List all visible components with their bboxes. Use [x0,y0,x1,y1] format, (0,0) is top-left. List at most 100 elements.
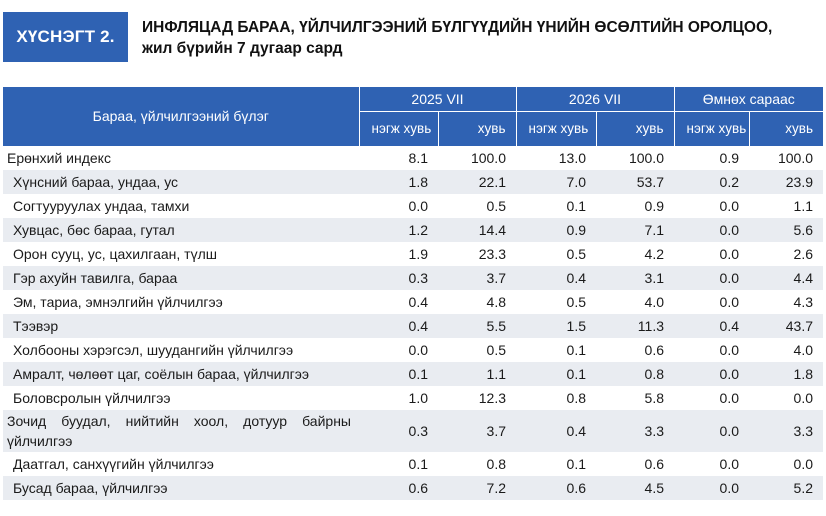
subheader-pct-2026: хувь [596,111,675,147]
row-value: 3.7 [438,410,516,452]
row-label: Эм, тариа, эмнэлгийн үйлчилгээ [13,294,223,310]
table-row: Хувцас, бөс бараа, гутал 1.2 14.4 0.9 7.1 0.0… [3,218,824,242]
row-value: 2.6 [793,246,814,262]
row-value: 0.9 [516,218,596,242]
row-value: 0.0 [674,266,749,290]
row-value: 0.8 [596,362,674,386]
table-body: Ерөнхий индекс 8.1 100.0 13.0 100.0 0.9 100.0 Х… [3,146,824,500]
row-value: 0.6 [516,476,596,500]
row-value: 0.0 [674,410,749,452]
row-value: 0.1 [566,342,586,358]
inflation-contribution-table: Бараа, үйлчилгээний бүлэг 2025 VII 2026 … [3,87,824,500]
row-value: 4.0 [644,294,664,310]
row-value: 0.0 [408,198,428,214]
row-value: 0.4 [359,314,438,338]
row-value: 13.0 [558,150,586,167]
row-value: 0.2 [674,170,749,194]
row-value: 1.1 [438,362,516,386]
row-label: Гэр ахуйн тавилга, бараа [3,266,359,290]
row-value: 8.1 [408,150,428,167]
row-value: 100.0 [470,150,506,167]
row-value: 0.1 [359,362,438,386]
row-value: 4.3 [793,294,814,310]
row-value: 0.5 [566,246,586,262]
row-label: Орон сууц, ус, цахилгаан, түлш [13,246,217,262]
row-value: 4.2 [644,246,664,262]
subheader-pp-2026: нэгж хувь [516,111,597,147]
row-value: 0.9 [719,150,739,167]
row-value: 4.4 [749,266,824,290]
column-group-2026: 2026 VII [516,87,675,112]
row-value: 0.0 [793,456,814,472]
table-row: Эм, тариа, эмнэлгийн үйлчилгээ 0.4 4.8 0.5 4… [3,290,823,314]
row-label: Амралт, чөлөөт цаг, соёлын бараа, үйлчил… [3,362,359,386]
row-value: 3.1 [596,266,674,290]
row-value: 4.8 [486,294,506,310]
row-value: 0.8 [566,390,586,406]
row-value: 0.5 [566,294,586,310]
row-value: 0.4 [674,314,749,338]
row-value: 0.3 [359,410,438,452]
row-label: Даатгал, санхүүгийн үйлчилгээ [13,456,214,472]
row-value: 53.7 [596,170,674,194]
row-label: Тээвэр [3,314,359,338]
row-value: 0.0 [719,390,739,406]
row-value: 0.6 [644,456,664,472]
row-label: Согтууруулах ундаа, тамхи [13,198,190,214]
subheader-pp-prev: нэгж хувь [674,111,750,147]
row-value: 0.0 [408,342,428,358]
table-title-line1: ИНФЛЯЦАД БАРАА, ҮЙЛЧИЛГЭЭНИЙ БҮЛГҮҮДИЙН … [142,19,773,36]
row-value: 3.3 [596,410,674,452]
row-value: 1.2 [359,218,438,242]
row-value: 23.3 [478,246,506,262]
row-value: 100.0 [628,150,664,167]
row-value: 5.5 [438,314,516,338]
row-value: 1.1 [793,198,814,214]
row-value: 1.8 [359,170,438,194]
row-label: Зочид буудал, нийтийн хоол, дотуур байрн… [3,410,359,452]
row-value: 1.5 [516,314,596,338]
row-value: 0.6 [359,476,438,500]
table-row: Орон сууц, ус, цахилгаан, түлш 1.9 23.3 0.5… [3,242,823,266]
row-value: 5.8 [644,390,664,406]
row-value: 0.5 [486,198,506,214]
table-header: Бараа, үйлчилгээний бүлэг 2025 VII 2026 … [3,87,824,147]
table-row: Хүнсний бараа, ундаа, ус 1.8 22.1 7.0 53.7 0.… [3,170,824,194]
row-value: 0.8 [486,456,506,472]
table-row: Согтууруулах ундаа, тамхи 0.0 0.5 0.1 0.9 0.0… [3,194,823,218]
row-value: 0.1 [408,456,428,472]
table-row: Амралт, чөлөөт цаг, соёлын бараа, үйлчил… [3,362,824,386]
row-value: 1.0 [408,390,428,406]
row-value: 0.3 [359,266,438,290]
row-value: 0.4 [516,410,596,452]
column-group-prev-month: Өмнөх сараас [674,87,824,112]
subheader-pp-2025: нэгж хувь [359,111,439,147]
column-group-2025: 2025 VII [359,87,517,112]
row-value: 11.3 [596,314,674,338]
row-value: 0.0 [674,476,749,500]
row-value: 0.0 [719,246,739,262]
row-value: 0.1 [516,362,596,386]
row-value: 7.2 [438,476,516,500]
row-label: Ерөнхий индекс [7,150,111,167]
row-value: 1.9 [408,246,428,262]
row-value: 12.3 [478,390,506,406]
row-value: 0.0 [719,456,739,472]
table-row-total: Ерөнхий индекс 8.1 100.0 13.0 100.0 0.9 100.0 [3,146,823,170]
row-value: 0.0 [674,362,749,386]
row-label: Бусад бараа, үйлчилгээ [3,476,359,500]
table-caption: ХҮСНЭГТ 2. ИНФЛЯЦАД БАРАА, ҮЙЛЧИЛГЭЭНИЙ … [3,12,823,62]
row-value: 23.9 [749,170,824,194]
row-value: 5.2 [749,476,824,500]
row-value: 0.1 [566,456,586,472]
row-value: 0.9 [644,198,664,214]
row-value: 7.1 [596,218,674,242]
table-title-line2: жил бүрийн 7 дугаар сард [142,40,343,57]
row-label: Холбооны хэрэгсэл, шуудангийн үйлчилгээ [13,342,294,358]
row-value: 1.8 [749,362,824,386]
row-value: 0.5 [486,342,506,358]
row-value: 5.6 [749,218,824,242]
row-label: Хувцас, бөс бараа, гутал [3,218,359,242]
table-row: Боловсролын үйлчилгээ 1.0 12.3 0.8 5.8 0.0 0.0 [3,386,823,410]
row-value: 0.0 [719,198,739,214]
